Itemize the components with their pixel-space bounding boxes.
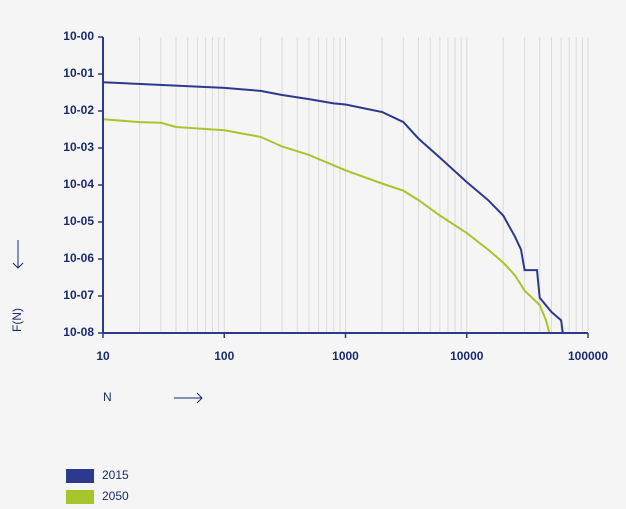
series-line (102, 81, 564, 334)
y-tick-label: 10-05 (63, 214, 94, 228)
y-tick-label: 10-06 (63, 251, 94, 265)
y-tick-label: 10-00 (63, 29, 94, 43)
y-tick-label: 10-07 (63, 288, 94, 302)
legend-label: 2015 (102, 468, 129, 482)
x-tick-label: 1000 (332, 349, 359, 363)
x-tick-label: 10 (96, 349, 110, 363)
legend-swatch (66, 469, 94, 483)
y-tick-label: 10-03 (63, 140, 94, 154)
x-tick-label: 100000 (568, 349, 608, 363)
x-axis-label: N (103, 390, 112, 404)
y-tick-label: 10-04 (63, 177, 94, 191)
plot (102, 81, 564, 334)
y-axis-label: F(N) (10, 308, 24, 332)
y-tick-label: 10-02 (63, 103, 94, 117)
x-axis-arrow (174, 392, 203, 404)
y-axis-arrow (12, 240, 24, 269)
x-tick-label: 10000 (450, 349, 484, 363)
y-tick-label: 10-08 (63, 325, 94, 339)
legend-swatch (66, 490, 94, 504)
legend-label: 2050 (102, 489, 129, 503)
x-tick-label: 100 (214, 349, 234, 363)
y-tick-label: 10-01 (63, 66, 94, 80)
series-line (102, 118, 551, 334)
